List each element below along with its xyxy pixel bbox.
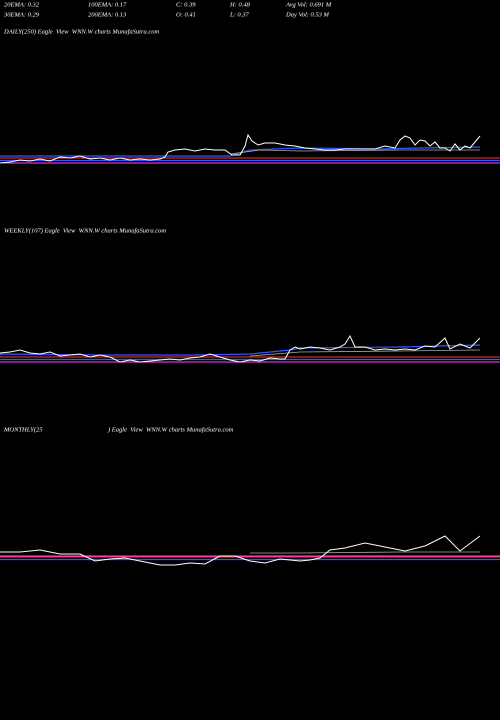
ema-line: [229, 149, 480, 155]
stat: 100EMA: 0.17: [88, 1, 127, 8]
panel-label: WEEKLY(107) Eagle View WNN.W charts Muna…: [4, 227, 166, 234]
price-line: [0, 133, 481, 164]
ema-line: [249, 349, 481, 357]
stat: L: 0.37: [229, 11, 250, 18]
stat: O: 0.41: [176, 11, 196, 18]
stat: 200EMA: 0.13: [88, 11, 127, 18]
ema-line: [0, 344, 481, 356]
weekly-lines: [0, 334, 500, 363]
stat: Avg Vol: 0.691 M: [285, 1, 332, 8]
ema-line: [0, 146, 481, 157]
panel-label: MONTHLY(25: [3, 426, 43, 433]
stat: 20EMA: 0.32: [4, 1, 40, 8]
daily-lines: [0, 133, 500, 164]
stat: 30EMA: 0.29: [3, 11, 40, 18]
ema-line: [250, 551, 480, 554]
panel-label: DAILY(250) Eagle View WNN.W charts Munaf…: [3, 28, 159, 35]
panel-label: ) Eagle View WNN.W charts MunafaSutra.co…: [107, 426, 234, 433]
header: 20EMA: 0.32 100EMA: 0.17 C: 0.39 H: 0.48…: [3, 1, 332, 18]
stat: C: 0.39: [176, 1, 196, 8]
monthly-lines: [0, 535, 500, 566]
stat: H: 0.48: [229, 1, 251, 8]
stat: Day Vol: 0.53 M: [285, 11, 330, 18]
price-line: [0, 535, 481, 566]
price-line: [0, 334, 481, 363]
